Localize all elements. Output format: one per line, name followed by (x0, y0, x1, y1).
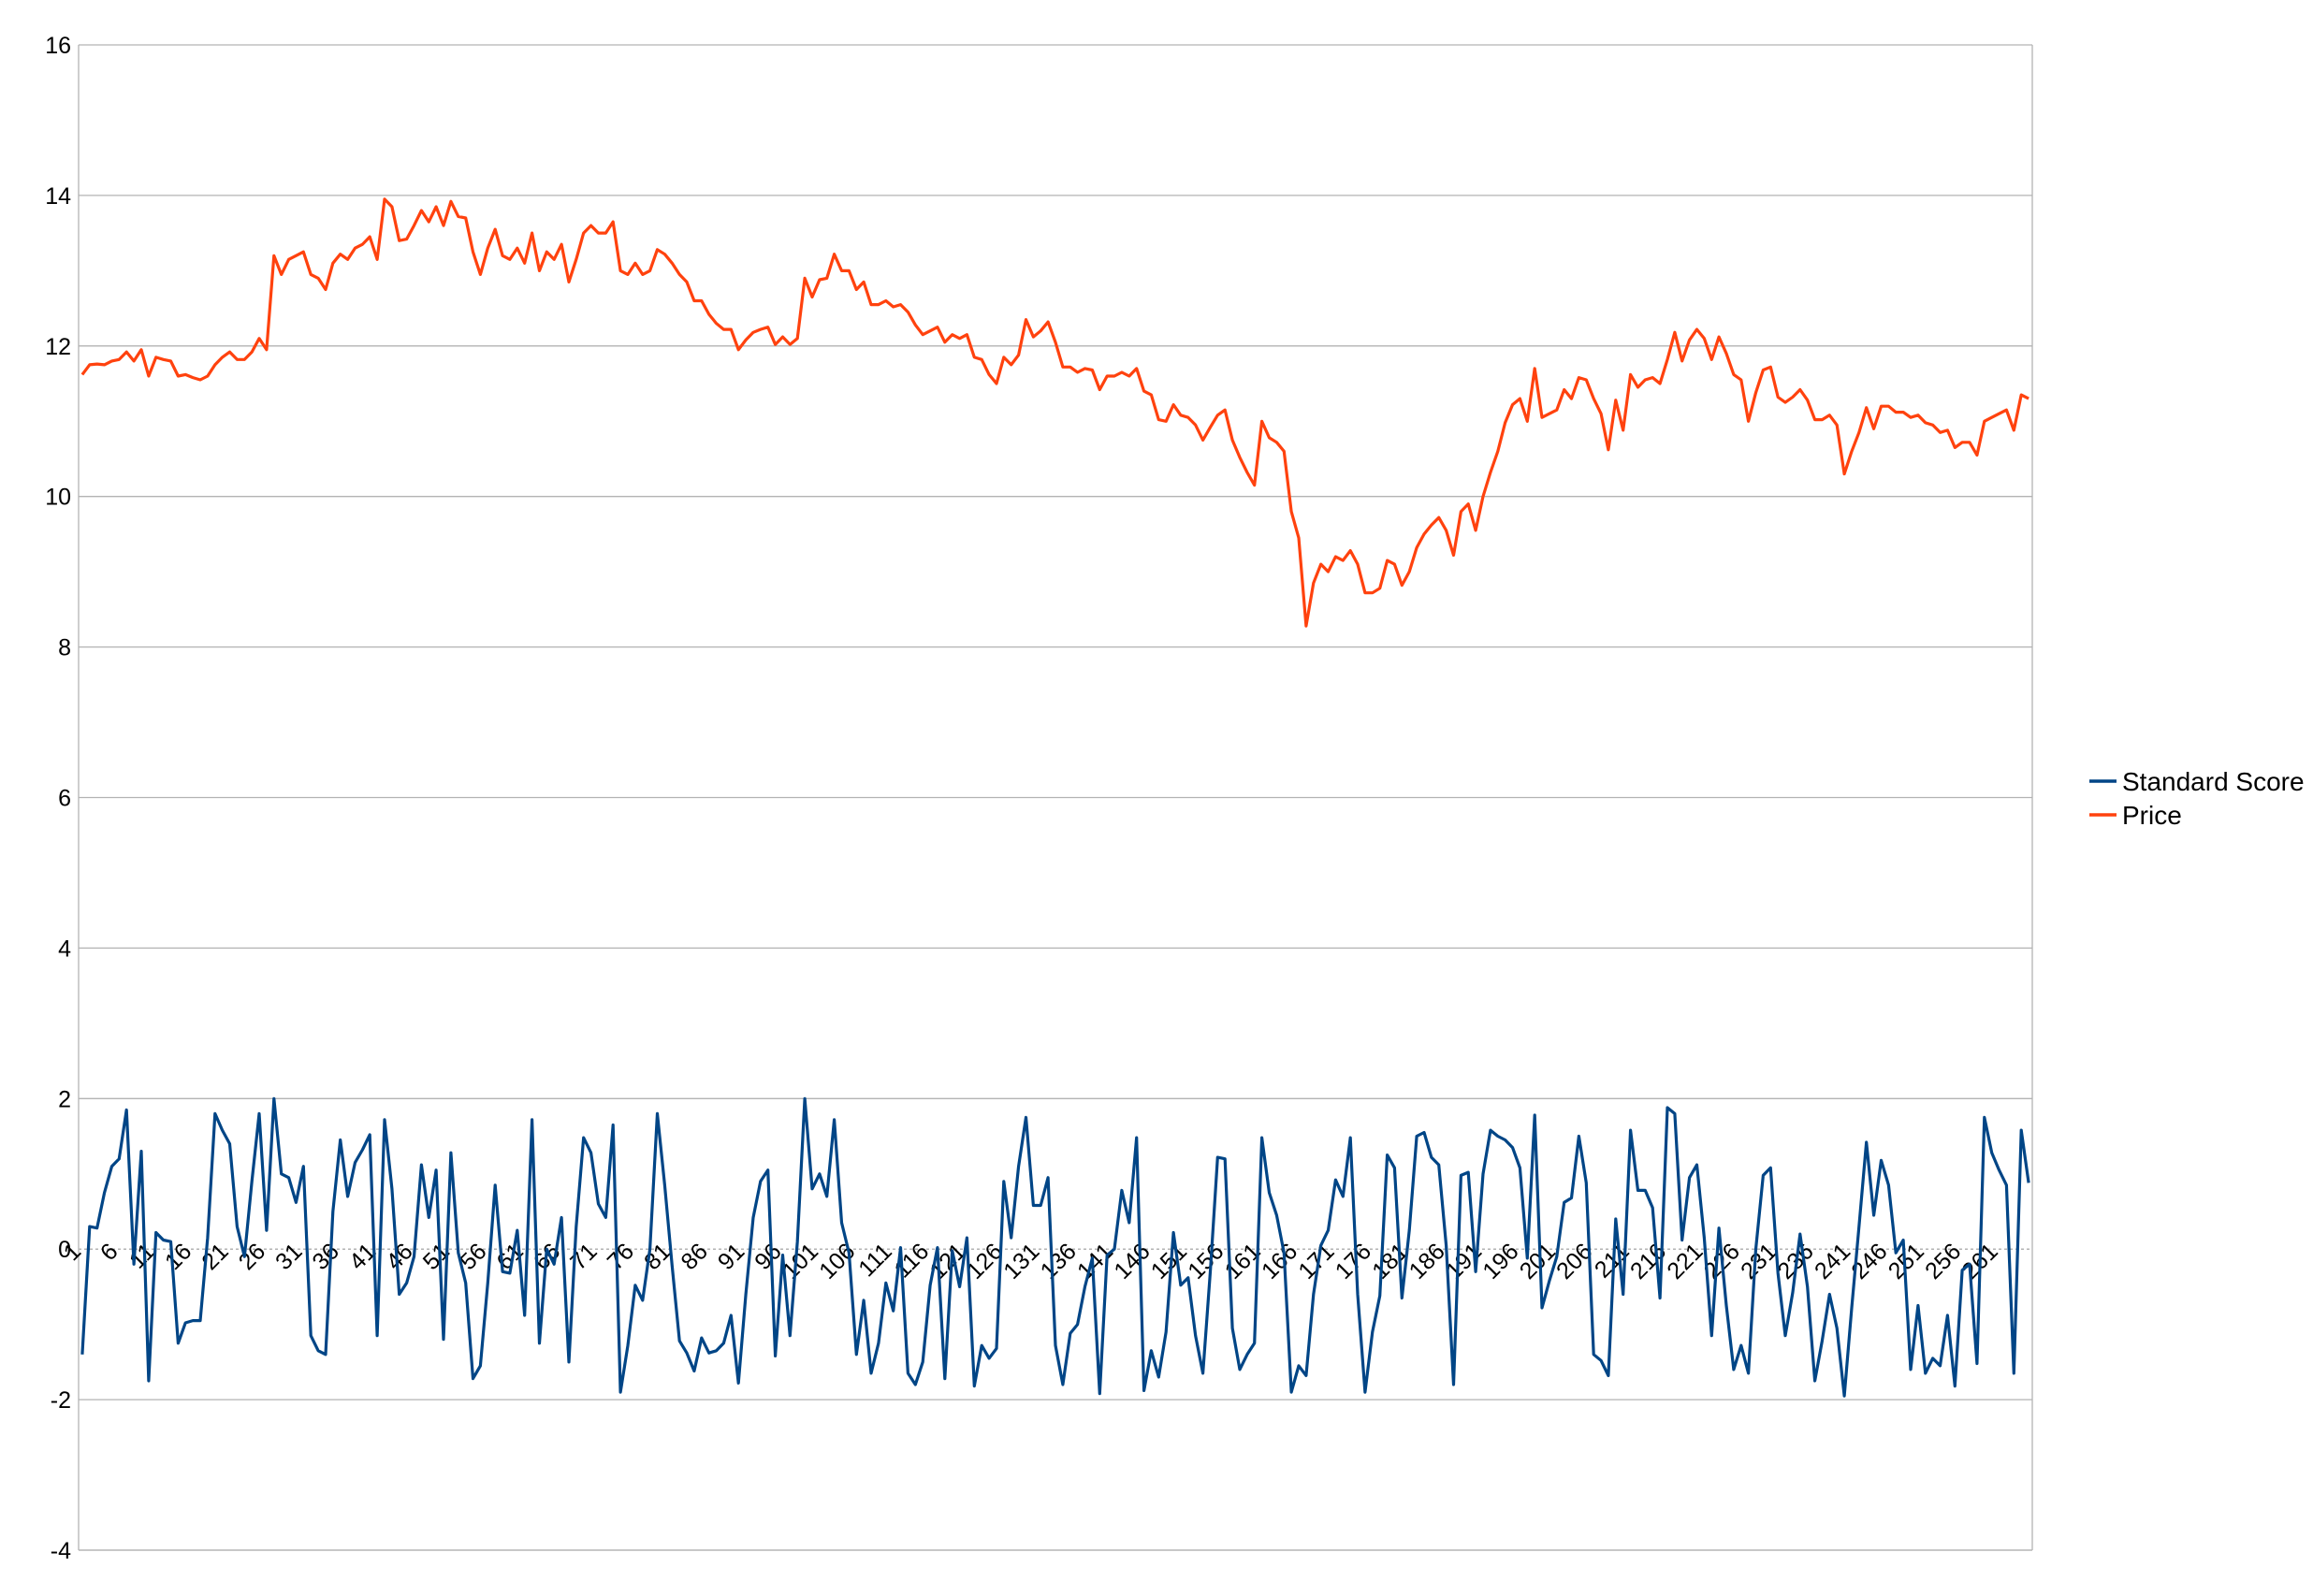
x-tick-label: 186 (1404, 1239, 1450, 1284)
legend-label-price: Price (2122, 801, 2182, 830)
x-tick-label: 51 (418, 1239, 455, 1275)
x-tick-label: 21 (196, 1239, 233, 1275)
legend-label-standard-score: Standard Score (2122, 767, 2305, 796)
x-tick-label: 216 (1625, 1239, 1671, 1284)
x-tick-label: 31 (270, 1239, 307, 1275)
legend-item-price: Price (2089, 801, 2182, 830)
x-tick-label: 176 (1331, 1239, 1376, 1284)
x-tick-label: 106 (814, 1239, 860, 1284)
x-tick-label: 26 (234, 1239, 270, 1275)
y-tick-label: 2 (58, 1086, 71, 1112)
y-tick-label: 0 (58, 1237, 71, 1263)
legend: Standard Score Price (2089, 767, 2305, 830)
x-tick-label: 76 (603, 1239, 639, 1275)
y-tick-label: 12 (45, 334, 71, 360)
y-tick-label: 8 (58, 635, 71, 661)
x-tick-label: 131 (998, 1239, 1044, 1284)
series-line-standard-score (80, 1096, 2030, 1398)
y-tick-label: -2 (51, 1387, 71, 1414)
x-tick-label: 71 (565, 1239, 602, 1275)
x-tick-label: 86 (676, 1239, 712, 1275)
x-tick-label: 196 (1477, 1239, 1523, 1284)
plot-area-series (80, 197, 2030, 1398)
x-tick-label: 111 (853, 1239, 897, 1283)
y-tick-label: 6 (58, 786, 71, 812)
y-tick-label: 14 (45, 183, 71, 210)
legend-item-standard-score: Standard Score (2089, 767, 2305, 796)
y-tick-label: 16 (45, 33, 71, 59)
x-tick-label: 221 (1662, 1239, 1708, 1284)
x-tick-label: 256 (1920, 1239, 1966, 1284)
x-tick-label: 91 (713, 1239, 749, 1275)
y-axis-tick-labels: -4 -2 0 2 4 6 8 10 12 14 16 (45, 33, 71, 1564)
y-tick-label: -4 (51, 1538, 71, 1564)
series-line-price (80, 197, 2029, 628)
x-tick-label: 141 (1072, 1239, 1118, 1284)
x-tick-label: 166 (1257, 1239, 1302, 1284)
axes (78, 45, 2033, 1551)
x-tick-label: 136 (1036, 1239, 1082, 1284)
x-tick-label: 16 (160, 1239, 196, 1275)
x-axis-tick-labels: 1 6 11 16 21 26 31 36 41 46 51 56 61 66 71 76 81 86 91 9610… (59, 1239, 2003, 1284)
y-tick-label: 10 (45, 485, 71, 511)
y-tick-label: 4 (58, 936, 71, 962)
x-tick-label: 156 (1183, 1239, 1229, 1284)
x-tick-label: 6 (95, 1239, 124, 1267)
x-tick-label: 241 (1810, 1239, 1855, 1284)
x-tick-label: 36 (307, 1239, 343, 1275)
